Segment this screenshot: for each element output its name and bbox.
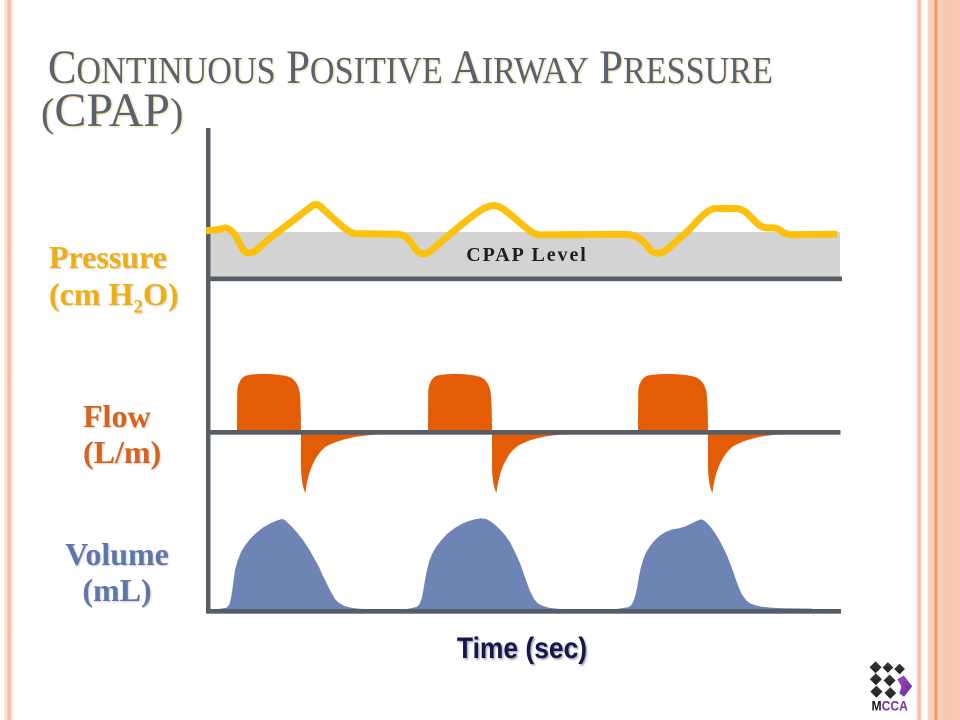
svg-text:MCCA: MCCA bbox=[872, 698, 909, 713]
